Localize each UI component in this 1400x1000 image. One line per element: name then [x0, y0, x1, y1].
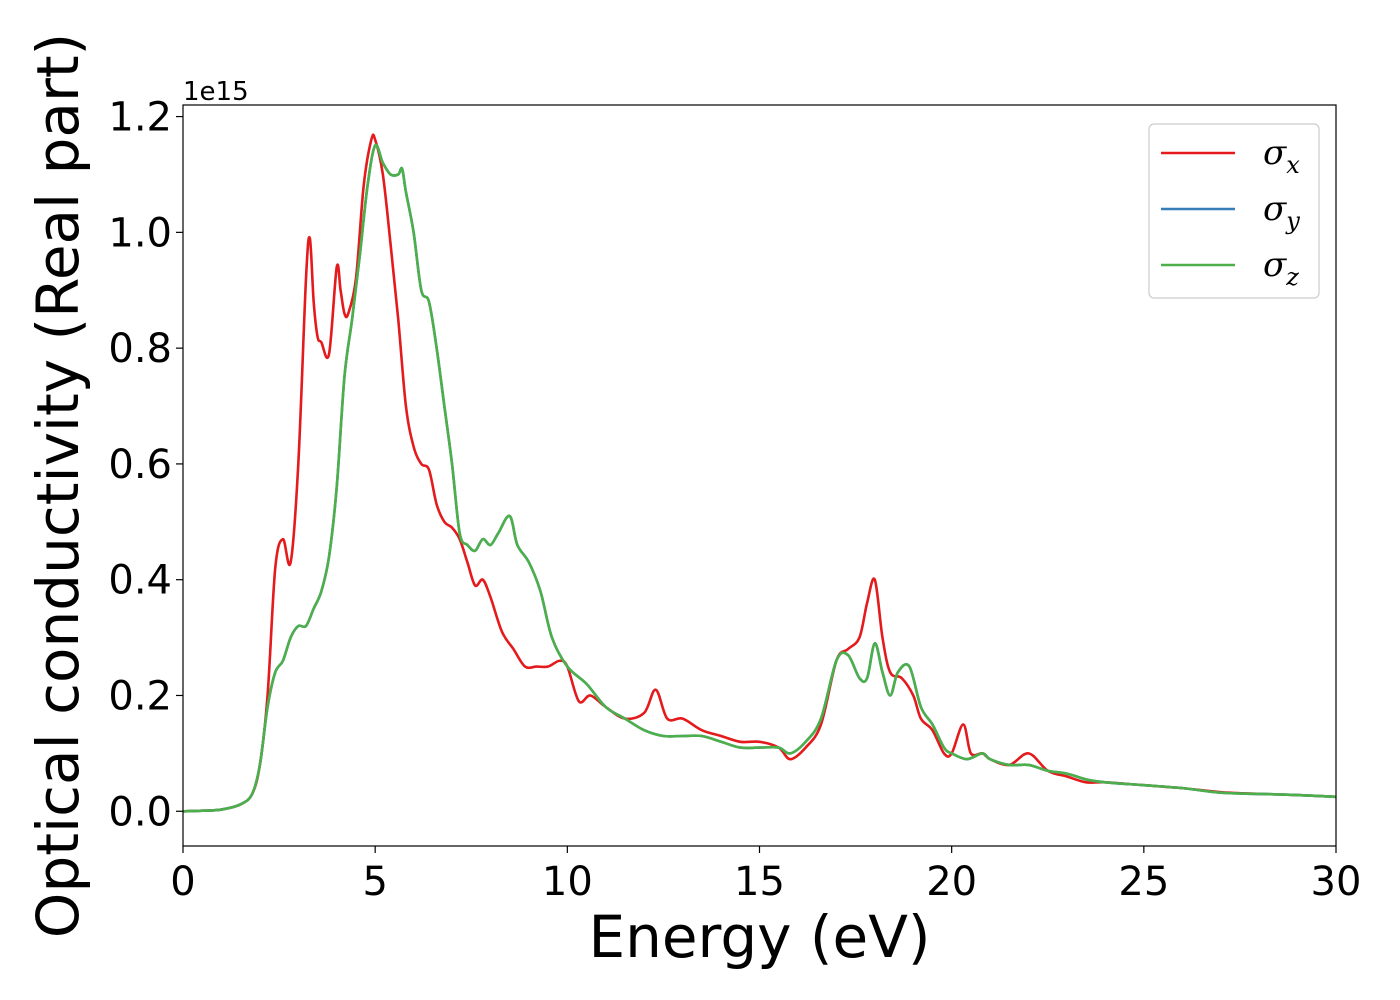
y-tick-label: 0.2: [108, 673, 172, 719]
series-line-z: [183, 143, 1336, 813]
legend-subscript: z: [1285, 263, 1299, 291]
x-tick-label: 10: [542, 859, 593, 905]
legend-box: [1148, 123, 1320, 299]
x-axis-label: Energy (eV): [588, 903, 930, 971]
y-tick-label: 0.4: [108, 558, 172, 604]
axes: 0 5 10 15 20 25 30 0.0 0.2 0.4 0.6 0.8 1.0 1.2 1e15 Ene…: [24, 33, 1361, 971]
plot-area: [183, 133, 1336, 813]
y-tick-label: 0.8: [108, 326, 172, 372]
y-tick-label: 1.2: [108, 95, 172, 141]
y-tick-label: 0.0: [108, 789, 172, 835]
y-tick-label: 0.6: [108, 442, 172, 488]
series-lines: [183, 133, 1336, 813]
x-tick-label: 0: [170, 859, 195, 905]
x-tick-label: 5: [362, 859, 387, 905]
series-line-x: [183, 133, 1336, 813]
y-offset-label: 1e15: [183, 77, 249, 107]
x-tick-label: 25: [1118, 859, 1169, 905]
y-axis-label: Optical conductivity (Real part): [24, 33, 92, 938]
legend-subscript: x: [1286, 151, 1300, 179]
x-tick-label: 15: [734, 859, 785, 905]
y-tick-label: 1.0: [108, 210, 172, 256]
legend-subscript: y: [1285, 207, 1300, 235]
x-tick-label: 20: [926, 859, 977, 905]
x-tick-label: 30: [1311, 859, 1362, 905]
